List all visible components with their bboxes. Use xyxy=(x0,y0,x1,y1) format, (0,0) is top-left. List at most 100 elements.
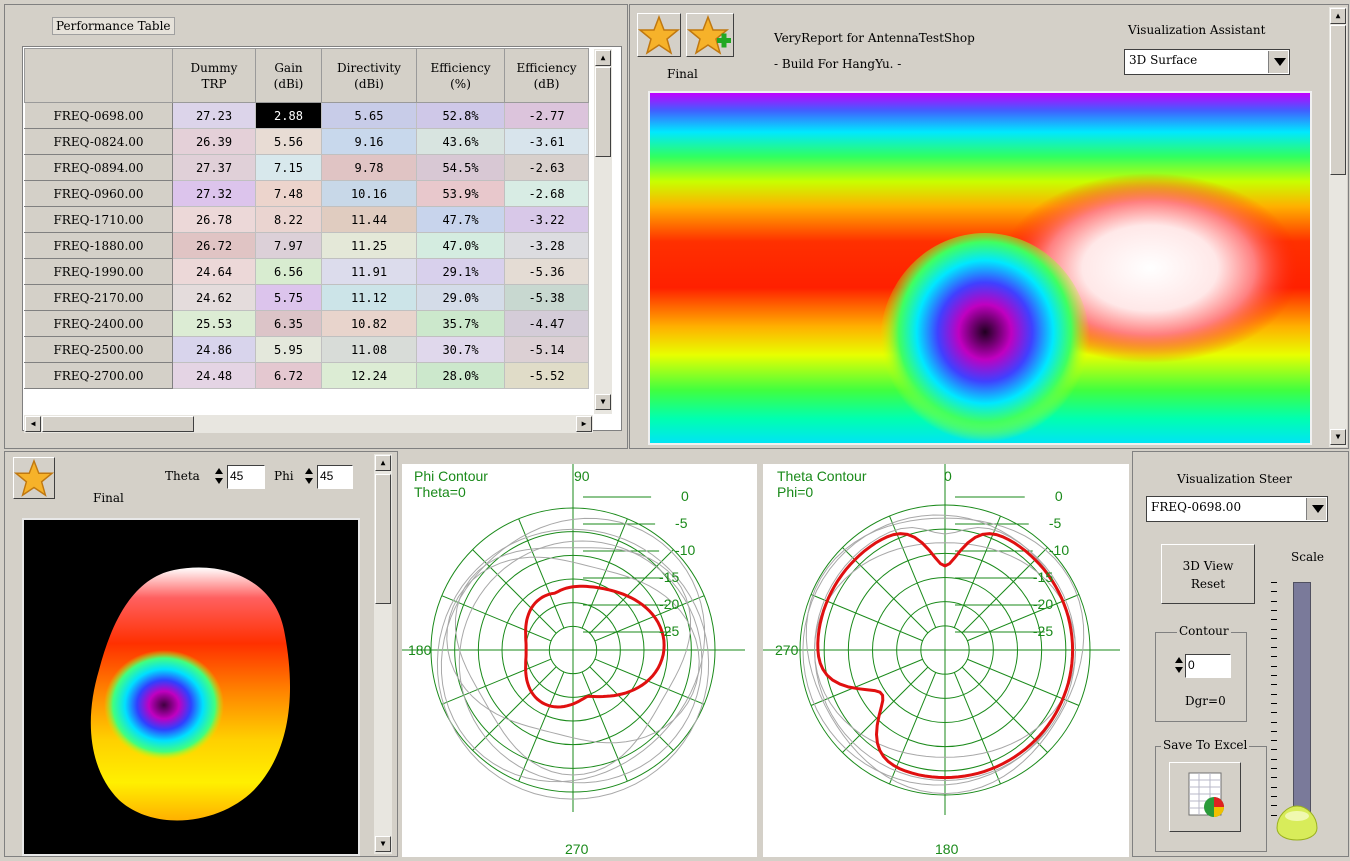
table-cell-dir[interactable]: 5.65 xyxy=(321,102,417,129)
table-cell-gain[interactable]: 7.97 xyxy=(255,232,322,259)
table-cell-gain[interactable]: 5.95 xyxy=(255,336,322,363)
row-frequency-label[interactable]: FREQ-0960.00 xyxy=(24,180,173,207)
scroll-up-arrow-icon[interactable]: ▲ xyxy=(595,50,611,66)
table-header-cell[interactable]: Efficiency (dB) xyxy=(504,48,589,103)
table-header-blank[interactable] xyxy=(24,48,173,103)
table-cell-eff_pct[interactable]: 47.7% xyxy=(416,206,505,233)
add-star-button[interactable] xyxy=(686,13,734,57)
view3d-scroll-thumb[interactable] xyxy=(375,474,391,604)
chevron-down-icon[interactable] xyxy=(1306,498,1326,520)
table-row[interactable]: FREQ-0698.00 27.23 2.88 5.65 52.8% -2.77 xyxy=(24,102,589,129)
table-cell-trp[interactable]: 24.64 xyxy=(172,258,256,285)
row-frequency-label[interactable]: FREQ-2700.00 xyxy=(24,362,173,389)
phi-contour-chart[interactable]: Phi Contour Theta=0 90 180 270 0 -5 -10 -15… xyxy=(402,464,757,857)
table-row[interactable]: FREQ-2700.00 24.48 6.72 12.24 28.0% -5.52 xyxy=(24,362,589,389)
table-cell-dir[interactable]: 11.08 xyxy=(321,336,417,363)
phi-spinner-icon[interactable] xyxy=(303,466,315,486)
table-cell-dir[interactable]: 10.16 xyxy=(321,180,417,207)
table-cell-trp[interactable]: 24.48 xyxy=(172,362,256,389)
scroll-up-arrow-icon[interactable]: ▲ xyxy=(375,455,391,471)
surface-plot[interactable] xyxy=(648,91,1312,445)
table-cell-trp[interactable]: 25.53 xyxy=(172,310,256,337)
3d-view-reset-button[interactable]: 3D View Reset xyxy=(1161,544,1255,604)
table-cell-dir[interactable]: 12.24 xyxy=(321,362,417,389)
table-cell-dir[interactable]: 10.82 xyxy=(321,310,417,337)
table-cell-trp[interactable]: 27.23 xyxy=(172,102,256,129)
table-cell-trp[interactable]: 26.78 xyxy=(172,206,256,233)
table-row[interactable]: FREQ-1880.00 26.72 7.97 11.25 47.0% -3.28 xyxy=(24,232,589,259)
table-cell-eff_pct[interactable]: 30.7% xyxy=(416,336,505,363)
row-frequency-label[interactable]: FREQ-1710.00 xyxy=(24,206,173,233)
table-cell-eff_pct[interactable]: 52.8% xyxy=(416,102,505,129)
table-cell-gain[interactable]: 2.88 xyxy=(255,102,322,129)
row-frequency-label[interactable]: FREQ-1880.00 xyxy=(24,232,173,259)
table-cell-eff_pct[interactable]: 53.9% xyxy=(416,180,505,207)
table-row[interactable]: FREQ-1990.00 24.64 6.56 11.91 29.1% -5.36 xyxy=(24,258,589,285)
table-cell-eff_pct[interactable]: 54.5% xyxy=(416,154,505,181)
table-cell-eff_pct[interactable]: 29.0% xyxy=(416,284,505,311)
row-frequency-label[interactable]: FREQ-1990.00 xyxy=(24,258,173,285)
table-cell-gain[interactable]: 6.35 xyxy=(255,310,322,337)
table-header-cell[interactable]: Dummy TRP xyxy=(172,48,256,103)
table-cell-dir[interactable]: 9.16 xyxy=(321,128,417,155)
scroll-right-arrow-icon[interactable]: ▶ xyxy=(576,416,592,432)
table-cell-dir[interactable]: 11.25 xyxy=(321,232,417,259)
scroll-down-arrow-icon[interactable]: ▼ xyxy=(375,836,391,852)
frequency-select[interactable]: FREQ-0698.00 xyxy=(1146,496,1328,522)
table-vertical-scroll-thumb[interactable] xyxy=(595,67,611,157)
chevron-down-icon[interactable] xyxy=(1268,51,1288,73)
row-frequency-label[interactable]: FREQ-2400.00 xyxy=(24,310,173,337)
table-cell-gain[interactable]: 6.56 xyxy=(255,258,322,285)
table-cell-eff_db[interactable]: -2.63 xyxy=(504,154,589,181)
table-cell-trp[interactable]: 24.86 xyxy=(172,336,256,363)
table-cell-eff_pct[interactable]: 43.6% xyxy=(416,128,505,155)
table-row[interactable]: FREQ-2400.00 25.53 6.35 10.82 35.7% -4.47 xyxy=(24,310,589,337)
scale-slider-handle[interactable] xyxy=(1275,802,1319,842)
table-cell-trp[interactable]: 26.39 xyxy=(172,128,256,155)
table-horizontal-scroll-thumb[interactable] xyxy=(42,416,194,432)
row-frequency-label[interactable]: FREQ-0894.00 xyxy=(24,154,173,181)
table-row[interactable]: FREQ-2500.00 24.86 5.95 11.08 30.7% -5.14 xyxy=(24,336,589,363)
table-cell-dir[interactable]: 9.78 xyxy=(321,154,417,181)
table-cell-dir[interactable]: 11.12 xyxy=(321,284,417,311)
phi-input[interactable]: 45 xyxy=(317,465,353,489)
table-cell-dir[interactable]: 11.91 xyxy=(321,258,417,285)
theta-spinner-icon[interactable] xyxy=(213,466,225,486)
table-header-cell[interactable]: Directivity (dBi) xyxy=(321,48,417,103)
table-cell-eff_db[interactable]: -3.61 xyxy=(504,128,589,155)
scroll-left-arrow-icon[interactable]: ◀ xyxy=(25,416,41,432)
table-cell-eff_db[interactable]: -5.14 xyxy=(504,336,589,363)
table-cell-trp[interactable]: 27.32 xyxy=(172,180,256,207)
table-row[interactable]: FREQ-2170.00 24.62 5.75 11.12 29.0% -5.38 xyxy=(24,284,589,311)
table-cell-gain[interactable]: 7.15 xyxy=(255,154,322,181)
contour-spinner-icon[interactable] xyxy=(1173,655,1185,675)
table-cell-eff_db[interactable]: -3.22 xyxy=(504,206,589,233)
row-frequency-label[interactable]: FREQ-0698.00 xyxy=(24,102,173,129)
table-header-cell[interactable]: Gain (dBi) xyxy=(255,48,322,103)
3d-pattern-viewport[interactable] xyxy=(22,518,360,856)
table-cell-eff_db[interactable]: -5.36 xyxy=(504,258,589,285)
final-star-button[interactable] xyxy=(637,13,681,57)
table-cell-gain[interactable]: 5.75 xyxy=(255,284,322,311)
table-cell-dir[interactable]: 11.44 xyxy=(321,206,417,233)
table-cell-gain[interactable]: 5.56 xyxy=(255,128,322,155)
table-cell-eff_db[interactable]: -5.52 xyxy=(504,362,589,389)
table-row[interactable]: FREQ-0894.00 27.37 7.15 9.78 54.5% -2.63 xyxy=(24,154,589,181)
visualization-mode-select[interactable]: 3D Surface xyxy=(1124,49,1290,75)
table-cell-eff_db[interactable]: -3.28 xyxy=(504,232,589,259)
theta-contour-chart[interactable]: Theta Contour Phi=0 0 270 180 0 -5 -10 -15 -… xyxy=(763,464,1129,857)
table-cell-gain[interactable]: 6.72 xyxy=(255,362,322,389)
table-cell-trp[interactable]: 26.72 xyxy=(172,232,256,259)
table-cell-trp[interactable]: 27.37 xyxy=(172,154,256,181)
surface-scroll-thumb[interactable] xyxy=(1330,25,1346,175)
table-cell-eff_db[interactable]: -2.77 xyxy=(504,102,589,129)
table-row[interactable]: FREQ-0824.00 26.39 5.56 9.16 43.6% -3.61 xyxy=(24,128,589,155)
table-row[interactable]: FREQ-0960.00 27.32 7.48 10.16 53.9% -2.68 xyxy=(24,180,589,207)
table-cell-eff_db[interactable]: -5.38 xyxy=(504,284,589,311)
table-cell-eff_pct[interactable]: 47.0% xyxy=(416,232,505,259)
row-frequency-label[interactable]: FREQ-2500.00 xyxy=(24,336,173,363)
table-cell-gain[interactable]: 8.22 xyxy=(255,206,322,233)
scroll-down-arrow-icon[interactable]: ▼ xyxy=(595,394,611,410)
table-cell-eff_db[interactable]: -4.47 xyxy=(504,310,589,337)
table-cell-eff_db[interactable]: -2.68 xyxy=(504,180,589,207)
